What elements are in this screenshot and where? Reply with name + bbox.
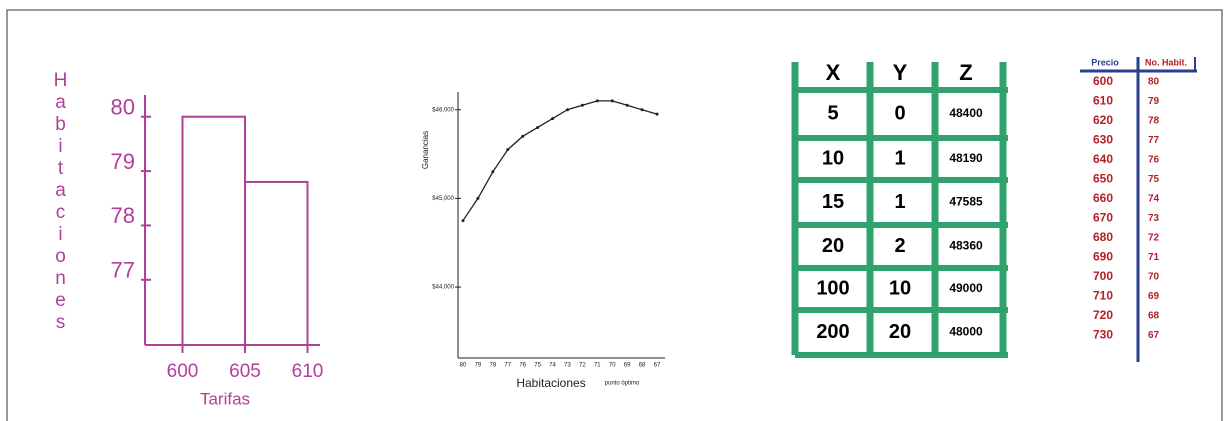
table-cell: 49000 <box>949 281 983 295</box>
table-header: Y <box>893 60 908 85</box>
table-cell: 600 <box>1093 74 1113 88</box>
table-cell: 700 <box>1093 269 1113 283</box>
screenshot: 77 78 79 80 600 605 610 Habitaciones Tarifas $44,… <box>0 0 1231 421</box>
point <box>656 113 659 116</box>
table-cell: 70 <box>1148 272 1160 283</box>
point <box>476 197 479 200</box>
frame <box>7 10 1222 421</box>
table-cell: 100 <box>816 277 849 299</box>
point <box>521 135 524 138</box>
page: 77 78 79 80 600 605 610 Habitaciones Tarifas $44,… <box>0 0 1231 421</box>
y-tick-label: 77 <box>111 258 135 283</box>
point <box>641 108 644 111</box>
table-cell: 68 <box>1148 311 1160 322</box>
table-cell: 1 <box>894 147 905 169</box>
table-cell: 67 <box>1148 330 1160 341</box>
point <box>551 117 554 120</box>
x-tick-label: 78 <box>490 363 497 369</box>
table-cell: 48400 <box>949 106 983 120</box>
point <box>626 104 629 107</box>
table-cell: 2 <box>894 235 905 257</box>
y-tick-label: 79 <box>111 149 135 174</box>
table-cell: 690 <box>1093 250 1113 264</box>
x-tick-label: 600 <box>167 361 199 382</box>
table-cell: 79 <box>1148 96 1160 107</box>
point <box>491 170 494 173</box>
table-cell: 75 <box>1148 174 1160 185</box>
x-tick-label: 77 <box>504 363 511 369</box>
y-tick-label: $45,000 <box>432 196 454 202</box>
x-axis-label: Habitaciones <box>516 376 585 390</box>
point <box>566 108 569 111</box>
x-tick-label: 71 <box>594 363 601 369</box>
y-axis-label: Ganancias <box>421 131 430 169</box>
x-tick-label: 80 <box>460 363 467 369</box>
x-tick-label: 74 <box>549 363 556 369</box>
y-axis-label: Habitaciones <box>50 70 71 334</box>
table-cell: 69 <box>1148 291 1160 302</box>
table-cell: 730 <box>1093 328 1113 342</box>
table-cell: 650 <box>1093 172 1113 186</box>
table-cell: 77 <box>1148 135 1160 146</box>
table-cell: 20 <box>889 321 911 343</box>
x-tick-label: 610 <box>292 361 324 382</box>
y-tick-label: $46,000 <box>432 107 454 113</box>
table-header: No. Habit. <box>1145 57 1187 67</box>
annotation: punto óptimo <box>605 381 640 387</box>
x-tick-label: 76 <box>519 363 526 369</box>
table-cell: 20 <box>822 235 844 257</box>
x-tick-label: 72 <box>579 363 586 369</box>
table-cell: 73 <box>1148 213 1160 224</box>
point <box>611 99 614 102</box>
table-cell: 630 <box>1093 133 1113 147</box>
table-cell: 48000 <box>949 325 983 339</box>
table-cell: 10 <box>822 147 844 169</box>
x-tick-label: 605 <box>229 361 261 382</box>
x-tick-label: 79 <box>475 363 482 369</box>
point <box>506 148 509 151</box>
x-tick-label: 75 <box>534 363 541 369</box>
table-cell: 78 <box>1148 116 1160 127</box>
table-cell: 720 <box>1093 308 1113 322</box>
table-cell: 15 <box>822 191 844 213</box>
x-tick-label: 69 <box>624 363 631 369</box>
table-cell: 48360 <box>949 239 983 253</box>
x-tick-label: 70 <box>609 363 616 369</box>
point <box>581 104 584 107</box>
table-cell: 610 <box>1093 94 1113 108</box>
table-cell: 10 <box>889 277 911 299</box>
x-tick-label: 68 <box>639 363 646 369</box>
table-header: Precio <box>1091 57 1119 67</box>
table-cell: 1 <box>894 191 905 213</box>
table-cell: 80 <box>1148 77 1160 88</box>
table-cell: 74 <box>1148 194 1160 205</box>
table-cell: 710 <box>1093 289 1113 303</box>
x-tick-label: 67 <box>654 363 661 369</box>
x-tick-label: 73 <box>564 363 571 369</box>
table-cell: 5 <box>827 102 838 124</box>
point <box>596 99 599 102</box>
point <box>536 126 539 129</box>
table-cell: 47585 <box>949 195 983 209</box>
table-cell: 71 <box>1148 252 1160 263</box>
table-cell: 0 <box>894 102 905 124</box>
table-cell: 72 <box>1148 233 1160 244</box>
table-header: X <box>826 60 841 85</box>
table-cell: 680 <box>1093 230 1113 244</box>
x-axis-label: Tarifas <box>200 389 250 408</box>
table-cell: 660 <box>1093 191 1113 205</box>
point <box>462 219 465 222</box>
y-tick-label: 80 <box>111 95 135 120</box>
table-cell: 48190 <box>949 151 983 165</box>
y-tick-label: $44,000 <box>432 285 454 291</box>
table-header: Z <box>959 60 972 85</box>
table-cell: 640 <box>1093 152 1113 166</box>
y-tick-label: 78 <box>111 203 135 228</box>
table-cell: 620 <box>1093 113 1113 127</box>
table-cell: 200 <box>816 321 849 343</box>
table-cell: 670 <box>1093 211 1113 225</box>
table-cell: 76 <box>1148 155 1160 166</box>
